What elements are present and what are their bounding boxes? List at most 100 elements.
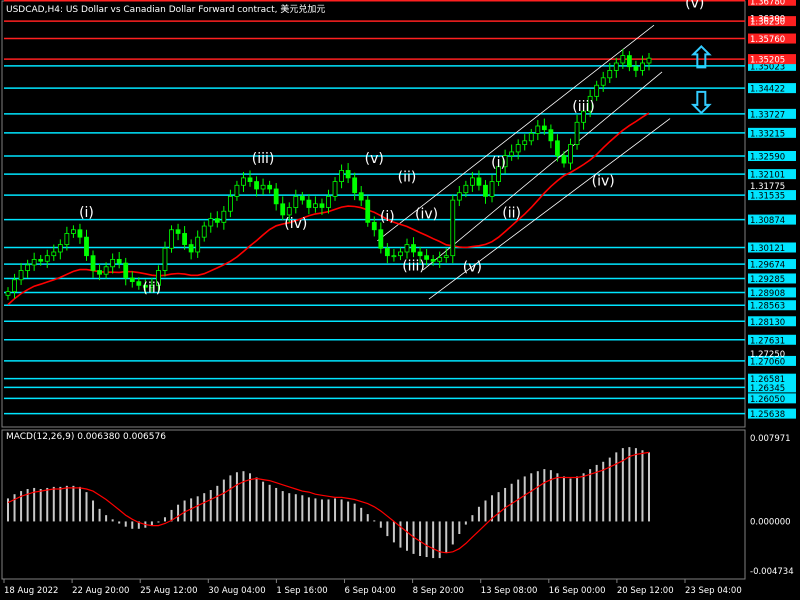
level-tag bbox=[748, 355, 796, 366]
level-tag bbox=[748, 169, 796, 180]
candle-body bbox=[496, 166, 501, 182]
level-tag bbox=[748, 214, 796, 225]
time-axis-label: 18 Aug 2022 bbox=[4, 586, 58, 596]
candle-body bbox=[149, 284, 155, 288]
candle-body bbox=[365, 199, 371, 223]
macd-axis-label: 0.007971 bbox=[750, 434, 791, 444]
candle-body bbox=[241, 177, 246, 186]
level-label-red: 1.35205 bbox=[750, 56, 785, 66]
wave-label: (iii) bbox=[572, 99, 595, 115]
candle-body bbox=[260, 184, 266, 190]
level-label: 1.29674 bbox=[750, 261, 785, 271]
candle-body bbox=[626, 55, 632, 68]
candle-body bbox=[18, 270, 24, 281]
level-tag bbox=[748, 60, 796, 71]
candle-body bbox=[502, 155, 508, 168]
candle-body bbox=[84, 236, 89, 257]
level-label: 1.30121 bbox=[750, 244, 785, 254]
candle-body bbox=[273, 188, 279, 205]
level-label: 1.28908 bbox=[750, 289, 785, 299]
candle-body bbox=[587, 95, 593, 112]
candle-body bbox=[142, 284, 148, 288]
candle-body bbox=[182, 233, 188, 245]
candle-body bbox=[509, 151, 515, 157]
candle-body bbox=[476, 177, 482, 186]
candle-body bbox=[110, 258, 116, 268]
price-axis-label: 1.27250 bbox=[750, 350, 785, 360]
time-axis-label: 25 Aug 12:00 bbox=[140, 586, 197, 596]
candle-body bbox=[306, 199, 312, 208]
candle-body bbox=[280, 203, 286, 216]
candle-body bbox=[548, 129, 554, 142]
macd-axis-label: 0.000000 bbox=[750, 517, 791, 527]
level-label: 1.26581 bbox=[750, 375, 785, 385]
candle-body bbox=[319, 203, 325, 208]
wave-label: (iii) bbox=[252, 151, 275, 167]
wave-label: (i) bbox=[380, 209, 395, 225]
level-label: 1.33215 bbox=[750, 129, 785, 139]
macd-panel-frame bbox=[1, 429, 746, 580]
level-tag bbox=[748, 316, 796, 327]
candle-body bbox=[116, 258, 122, 264]
level-tag-red bbox=[748, 33, 796, 44]
level-tag bbox=[748, 151, 796, 162]
level-label: 1.25638 bbox=[750, 410, 785, 420]
candle-body bbox=[600, 77, 606, 86]
candle-body bbox=[515, 144, 521, 153]
level-tag bbox=[748, 408, 796, 419]
level-tag bbox=[748, 273, 796, 284]
wave-label: (i) bbox=[79, 205, 94, 221]
up-arrow-icon bbox=[690, 45, 712, 69]
candle-body bbox=[607, 70, 613, 79]
candle-body bbox=[247, 177, 253, 182]
level-tag bbox=[748, 242, 796, 253]
candle-body bbox=[267, 184, 273, 190]
level-label: 1.32590 bbox=[750, 153, 785, 163]
wave-label: (iv) bbox=[592, 173, 615, 189]
level-tag bbox=[748, 127, 796, 138]
candle-body bbox=[522, 140, 528, 145]
level-label: 1.26050 bbox=[750, 395, 785, 405]
symbol-header: USDCAD,H4: US Dollar vs Canadian Dollar … bbox=[6, 5, 326, 15]
level-label: 1.35023 bbox=[750, 62, 785, 72]
candle-body bbox=[574, 121, 580, 145]
wave-label: (v) bbox=[463, 259, 482, 275]
candle-body bbox=[541, 125, 547, 131]
time-axis-label: 6 Sep 04:00 bbox=[345, 586, 396, 596]
macd-axis-label: -0.004734 bbox=[750, 567, 794, 577]
candle-body bbox=[384, 247, 390, 257]
wave-label: (ii) bbox=[143, 281, 162, 297]
wave-label: (v) bbox=[685, 0, 704, 11]
candle-body bbox=[378, 229, 384, 249]
time-axis-label: 30 Aug 04:00 bbox=[208, 586, 265, 596]
candle-body bbox=[528, 133, 534, 142]
candle-body bbox=[463, 184, 469, 194]
level-tag bbox=[748, 259, 796, 270]
candle-body bbox=[594, 84, 600, 97]
candle-body bbox=[195, 236, 201, 253]
candle-body bbox=[555, 140, 560, 157]
candle-body bbox=[326, 195, 331, 208]
time-axis-label: 16 Sep 00:00 bbox=[549, 586, 606, 596]
level-label: 1.28130 bbox=[750, 318, 785, 328]
wave-label: (iv) bbox=[415, 207, 438, 223]
candle-body bbox=[371, 221, 377, 231]
time-axis-label: 23 Sep 04:00 bbox=[685, 586, 742, 596]
candle-body bbox=[234, 184, 240, 197]
candle-body bbox=[103, 266, 109, 275]
candle-body bbox=[581, 110, 586, 123]
candle-body bbox=[188, 244, 194, 253]
candle-body bbox=[221, 210, 227, 223]
candle-body bbox=[443, 255, 449, 258]
price-panel-frame bbox=[1, 0, 746, 428]
candle-body bbox=[613, 62, 619, 71]
candle-body bbox=[97, 270, 102, 275]
level-label: 1.29285 bbox=[750, 275, 785, 285]
level-tag-red bbox=[748, 54, 796, 65]
candle-body bbox=[169, 229, 174, 249]
candle-body bbox=[450, 199, 456, 257]
candle-body bbox=[489, 181, 495, 197]
candle-body bbox=[424, 255, 430, 260]
